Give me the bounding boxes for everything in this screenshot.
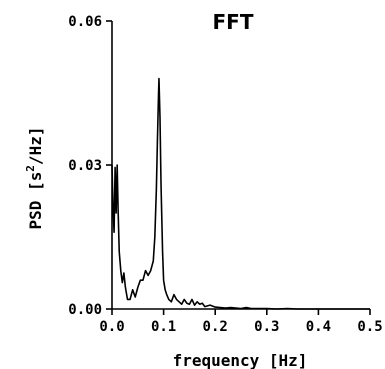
y-axis-label-prefix: PSD [s [26, 172, 45, 230]
y-tick-label: 0.06 [68, 14, 102, 30]
x-tick-label: 0.5 [357, 319, 382, 335]
x-tick-label: 0.4 [306, 319, 331, 335]
x-tick-label: 0.3 [254, 319, 279, 335]
y-tick-label: 0.00 [68, 302, 102, 318]
psd-series-line [111, 77, 370, 310]
y-tick-label: 0.03 [68, 158, 102, 174]
axes [111, 21, 370, 310]
y-ticks: 0.00 0.03 0.06 [68, 14, 112, 318]
chart-title: FFT [213, 10, 254, 34]
x-tick-label: 0.1 [151, 319, 176, 335]
x-axis-label: frequency [Hz] [173, 351, 308, 369]
y-axis-label-suffix: /Hz] [26, 127, 45, 166]
x-ticks: 0.0 0.1 0.2 0.3 0.4 0.5 [99, 309, 383, 335]
y-axis-label-superscript: 2 [24, 165, 37, 172]
x-tick-label: 0.0 [99, 319, 124, 335]
y-axis-label: PSD [s2/Hz] [24, 127, 45, 230]
x-tick-label: 0.2 [203, 319, 228, 335]
